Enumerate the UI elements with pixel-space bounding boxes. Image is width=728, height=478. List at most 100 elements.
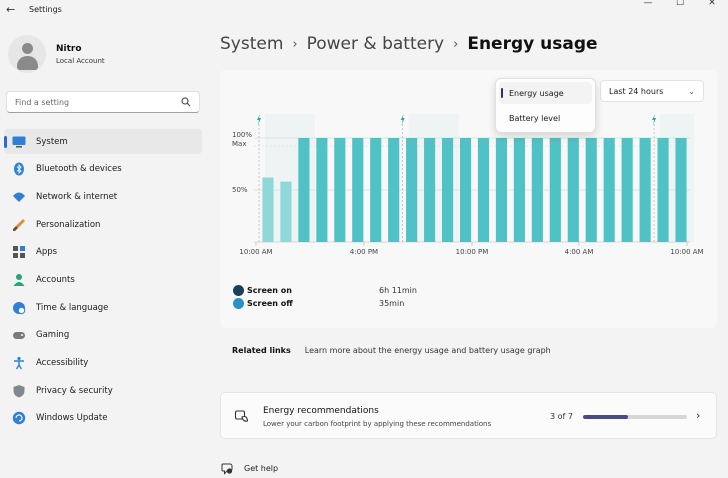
chart-bar [657, 138, 669, 242]
chart-bar [675, 138, 687, 242]
avatar [8, 35, 46, 73]
sidebar-item-system[interactable]: System [4, 129, 202, 154]
chart-bar [424, 138, 436, 242]
minimize-button[interactable]: — [643, 0, 653, 8]
breadcrumb-system[interactable]: System [220, 34, 284, 54]
period-select[interactable]: Last 24 hours ⌄ [600, 80, 704, 102]
legend-item: Screen on 6h 11min [233, 284, 417, 297]
view-dropdown-menu: Energy usage Battery level [495, 78, 596, 133]
brush-icon [12, 218, 26, 232]
chart-bar [441, 138, 454, 242]
chart-bar [531, 138, 543, 242]
sidebar-item-time-language[interactable]: Time & language [4, 295, 202, 320]
energy-usage-chart: 100%Max 50% 10:00 AM 4:00 PM 10:00 PM 4:00 AM… [232, 114, 704, 256]
y-tick-label: 50% [232, 186, 248, 194]
sidebar-item-label: Gaming [36, 330, 70, 341]
legend-value: 35min [379, 299, 405, 308]
get-help-link[interactable]: Get help [221, 462, 278, 475]
leaf-icon [234, 410, 249, 422]
charging-bolt-icon [652, 114, 657, 125]
menu-item-battery-level[interactable]: Battery level [509, 113, 561, 123]
breadcrumb-separator: › [453, 36, 459, 52]
chart-bar [549, 138, 561, 242]
related-links: Related links Learn more about the energ… [220, 336, 717, 364]
chart-legend: Screen on 6h 11min Screen off 35min [233, 284, 417, 310]
sidebar-item-label: Network & internet [36, 191, 118, 202]
update-icon [12, 411, 26, 425]
gamepad-icon [12, 328, 26, 342]
related-links-title: Related links [232, 345, 291, 355]
chart-bar [334, 138, 346, 242]
y-tick-label: 100% [232, 131, 252, 139]
breadcrumb: System › Power & battery › Energy usage [220, 34, 598, 54]
charging-bolt-icon [400, 114, 405, 125]
sidebar-item-accounts[interactable]: Accounts [4, 267, 202, 292]
chart-bar [585, 138, 597, 242]
sidebar-item-label: Accessibility [36, 358, 89, 368]
legend-swatch [233, 285, 244, 296]
sidebar-item-label: Accounts [36, 274, 75, 285]
energy-recommendations-card[interactable]: Energy recommendations Lower your carbon… [220, 392, 717, 439]
sidebar-item-bluetooth-devices[interactable]: Bluetooth & devices [4, 157, 202, 182]
sidebar-item-windows-update[interactable]: Windows Update [4, 406, 202, 431]
user-profile[interactable]: Nitro Local Account [8, 35, 105, 73]
close-button[interactable]: ✕ [708, 0, 716, 8]
x-tick-label: 4:00 PM [350, 248, 378, 256]
chart-bar [280, 181, 292, 242]
breadcrumb-power-battery[interactable]: Power & battery [306, 34, 445, 54]
search-icon [181, 97, 191, 107]
sidebar-item-apps[interactable]: Apps [4, 240, 202, 265]
person-icon [12, 273, 26, 287]
sidebar-item-label: Windows Update [36, 413, 108, 424]
breadcrumb-separator: › [292, 36, 298, 52]
period-value: Last 24 hours [609, 86, 664, 96]
recommendations-count: 3 of 7 [550, 412, 573, 421]
y-tick-label: Max [232, 140, 246, 148]
legend-item: Screen off 35min [233, 297, 417, 310]
chart-bar [459, 138, 472, 242]
profile-name: Nitro [56, 43, 82, 54]
window-controls: — ☐ ✕ [632, 0, 728, 10]
sidebar-item-network-internet[interactable]: Network & internet [4, 184, 202, 209]
shield-icon [12, 384, 26, 398]
chart-bar [262, 177, 274, 242]
search-input[interactable]: Find a setting [6, 91, 200, 113]
chart-bar [370, 138, 382, 242]
chart-bar [477, 138, 490, 242]
chart-bar [388, 138, 400, 242]
chart-bar [567, 138, 579, 242]
bluetooth-icon [12, 162, 26, 176]
maximize-button[interactable]: ☐ [675, 0, 685, 8]
menu-item-energy-usage[interactable]: Energy usage [499, 82, 592, 104]
get-help-label: Get help [244, 464, 279, 473]
help-chat-icon [221, 463, 233, 475]
sidebar-item-personalization[interactable]: Personalization [4, 212, 202, 237]
legend-swatch [233, 298, 244, 309]
progress-fill [583, 415, 628, 419]
chart-bar [316, 138, 328, 242]
profile-account-type: Local Account [56, 56, 105, 65]
sidebar-item-label: Time & language [36, 302, 109, 313]
learn-more-link[interactable]: Learn more about the energy usage and ba… [304, 345, 551, 355]
monitor-icon [12, 135, 26, 149]
sidebar-item-accessibility[interactable]: Accessibility [4, 351, 202, 376]
accessibility-icon [12, 356, 26, 370]
sidebar-item-label: System [36, 136, 68, 147]
chart-bar [298, 138, 310, 242]
sidebar-item-label: Personalization [36, 219, 101, 230]
chart-bar [603, 138, 615, 242]
title-bar: ← Settings — ☐ ✕ [0, 0, 728, 22]
apps-icon [12, 245, 26, 259]
sidebar-item-label: Privacy & security [36, 385, 113, 396]
x-tick-label: 10:00 AM [670, 248, 703, 256]
recommendations-subtitle: Lower your carbon footprint by applying … [263, 420, 492, 428]
sidebar-item-privacy-security[interactable]: Privacy & security [4, 378, 202, 403]
sidebar-item-label: Bluetooth & devices [36, 164, 122, 175]
chart-bar [352, 138, 364, 242]
x-tick-label: 10:00 AM [239, 248, 272, 256]
legend-label: Screen on [247, 286, 292, 295]
sidebar-item-gaming[interactable]: Gaming [4, 323, 202, 348]
chevron-down-icon: ⌄ [688, 86, 695, 96]
wifi-icon [12, 190, 26, 204]
back-button[interactable]: ← [6, 3, 16, 16]
